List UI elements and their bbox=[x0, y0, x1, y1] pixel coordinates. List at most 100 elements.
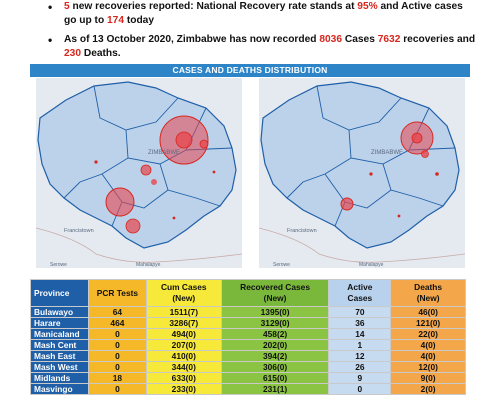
cell-recovered: 306(0) bbox=[220, 361, 330, 373]
cell-deaths: 46(0) bbox=[390, 306, 466, 318]
cell-cum-cases: 344(0) bbox=[145, 361, 222, 373]
cell-recovered: 458(2) bbox=[220, 328, 330, 340]
bullet-fragment: As of 13 October 2020, Zimbabwe has now … bbox=[64, 34, 320, 45]
cell-recovered: 394(2) bbox=[220, 350, 330, 362]
cell-pcr: 18 bbox=[87, 372, 147, 384]
header-active: Active Cases bbox=[328, 279, 392, 307]
table-header-row: Province PCR Tests Cum Cases (New) Recove… bbox=[30, 279, 466, 307]
table-row: Masvingo 0 233(0) 231(1) 0 2(0) bbox=[30, 383, 466, 395]
cell-cum-cases: 410(0) bbox=[145, 350, 222, 362]
matabeleland-south-bubble bbox=[125, 218, 141, 234]
cell-pcr: 0 bbox=[87, 350, 147, 362]
table-row: Harare 464 3286(7) 3129(0) 36 121(0) bbox=[30, 317, 466, 329]
town-label: Serowe bbox=[273, 262, 290, 268]
cell-pcr: 0 bbox=[87, 383, 147, 395]
cell-active: 14 bbox=[328, 328, 392, 340]
cell-pcr: 464 bbox=[87, 317, 147, 329]
cell-cum-cases: 207(0) bbox=[145, 339, 222, 351]
cell-province: Midlands bbox=[30, 372, 89, 384]
cell-active: 26 bbox=[328, 361, 392, 373]
cell-province: Mash East bbox=[30, 350, 89, 362]
highlight-value: 7632 bbox=[377, 34, 401, 45]
cell-deaths: 9(0) bbox=[390, 372, 466, 384]
bullet-recoveries: • 5 new recoveries reported: National Re… bbox=[46, 0, 476, 28]
bullet-fragment: Cases bbox=[342, 34, 378, 45]
cell-province: Harare bbox=[30, 317, 89, 329]
cell-active: 36 bbox=[328, 317, 392, 329]
highlight-value: 5 bbox=[64, 1, 70, 12]
cell-pcr: 0 bbox=[87, 339, 147, 351]
cell-cum-cases: 633(0) bbox=[145, 372, 222, 384]
town-label: Serowe bbox=[50, 262, 67, 268]
cell-pcr: 0 bbox=[87, 361, 147, 373]
country-label: ZIMBABWE bbox=[148, 150, 180, 156]
header-cum-cases: Cum Cases (New) bbox=[145, 279, 222, 307]
table-row: Bulawayo 64 1511(7) 1395(0) 70 46(0) bbox=[30, 306, 466, 318]
cell-province: Masvingo bbox=[30, 383, 89, 395]
deaths-map-svg: ZIMBABWE Francistown Serowe Mahalapye bbox=[259, 78, 465, 268]
table-row: Mash East 0 410(0) 394(2) 12 4(0) bbox=[30, 350, 466, 362]
table-row: Mash Cent 0 207(0) 202(0) 1 4(0) bbox=[30, 339, 466, 351]
bullet-totals: • As of 13 October 2020, Zimbabwe has no… bbox=[46, 33, 476, 61]
header-recovered: Recovered Cases (New) bbox=[220, 279, 330, 307]
cell-deaths: 4(0) bbox=[390, 339, 466, 351]
cell-cum-cases: 1511(7) bbox=[145, 306, 222, 318]
city-label: Francistown bbox=[287, 228, 317, 234]
country-label: ZIMBABWE bbox=[371, 150, 403, 156]
table-row: Midlands 18 633(0) 615(0) 9 9(0) bbox=[30, 372, 466, 384]
bullet-fragment: today bbox=[124, 15, 155, 26]
bullet-fragment: recoveries and bbox=[400, 34, 476, 45]
bullet-fragment: Deaths. bbox=[81, 48, 121, 59]
header-province: Province bbox=[30, 279, 89, 307]
cell-cum-cases: 3286(7) bbox=[145, 317, 222, 329]
province-borders bbox=[286, 85, 456, 227]
cell-recovered: 202(0) bbox=[220, 339, 330, 351]
cell-deaths: 4(0) bbox=[390, 350, 466, 362]
cell-pcr: 0 bbox=[87, 328, 147, 340]
cell-active: 9 bbox=[328, 372, 392, 384]
bullet-dot-icon: • bbox=[48, 0, 53, 14]
cell-recovered: 615(0) bbox=[220, 372, 330, 384]
cell-province: Mash West bbox=[30, 361, 89, 373]
header-pcr: PCR Tests bbox=[87, 279, 147, 307]
cell-recovered: 3129(0) bbox=[220, 317, 330, 329]
manicaland-deaths-bubble bbox=[421, 150, 429, 158]
highlight-value: 174 bbox=[107, 15, 124, 26]
town-label-2: Mahalapye bbox=[359, 262, 384, 268]
highlight-value: 95% bbox=[357, 1, 378, 12]
table-body: Bulawayo 64 1511(7) 1395(0) 70 46(0) Harare 464… bbox=[30, 306, 466, 395]
bullet-text: 5 new recoveries reported: National Reco… bbox=[64, 1, 463, 26]
cell-province: Bulawayo bbox=[30, 306, 89, 318]
cell-cum-cases: 494(0) bbox=[145, 328, 222, 340]
highlight-value: 230 bbox=[64, 48, 81, 59]
cell-province: Manicaland bbox=[30, 328, 89, 340]
header-deaths: Deaths (New) bbox=[390, 279, 466, 307]
town-label-2: Mahalapye bbox=[136, 262, 161, 268]
bulawayo-deaths-bubble bbox=[340, 197, 354, 211]
cell-recovered: 231(1) bbox=[220, 383, 330, 395]
cases-map: ZIMBABWE Francistown Serowe Mahalapye bbox=[36, 78, 242, 268]
midlands-bubble bbox=[140, 164, 152, 176]
bulawayo-bubble bbox=[105, 187, 135, 217]
city-label: Francistown bbox=[64, 228, 94, 234]
cell-active: 0 bbox=[328, 383, 392, 395]
cell-deaths: 2(0) bbox=[390, 383, 466, 395]
table-row: Manicaland 0 494(0) 458(2) 14 22(0) bbox=[30, 328, 466, 340]
cell-province: Mash Cent bbox=[30, 339, 89, 351]
cell-active: 1 bbox=[328, 339, 392, 351]
cell-deaths: 121(0) bbox=[390, 317, 466, 329]
cases-map-svg: ZIMBABWE Francistown Serowe Mahalapye bbox=[36, 78, 242, 268]
table-row: Mash West 0 344(0) 306(0) 26 12(0) bbox=[30, 361, 466, 373]
cell-active: 70 bbox=[328, 306, 392, 318]
deaths-map: ZIMBABWE Francistown Serowe Mahalapye bbox=[259, 78, 465, 268]
cell-recovered: 1395(0) bbox=[220, 306, 330, 318]
distribution-banner: CASES AND DEATHS DISTRIBUTION bbox=[30, 64, 470, 77]
cell-active: 12 bbox=[328, 350, 392, 362]
cell-cum-cases: 233(0) bbox=[145, 383, 222, 395]
cell-pcr: 64 bbox=[87, 306, 147, 318]
bullet-fragment: new recoveries reported: National Recove… bbox=[69, 1, 358, 12]
bullet-dot-icon: • bbox=[48, 33, 53, 47]
bullet-text: As of 13 October 2020, Zimbabwe has now … bbox=[64, 34, 475, 59]
manicaland-bubble bbox=[199, 139, 209, 149]
